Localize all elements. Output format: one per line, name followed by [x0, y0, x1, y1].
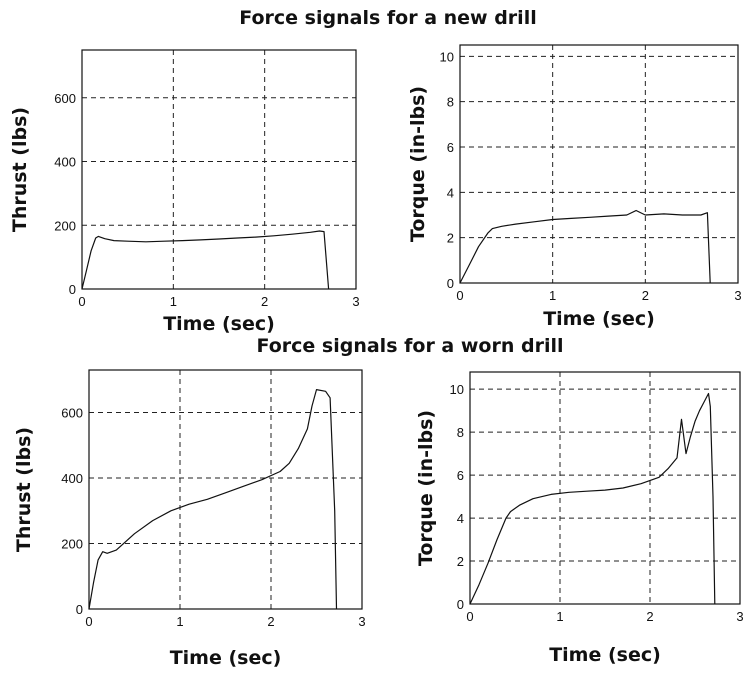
new-torque-plot-frame — [459, 44, 739, 284]
worn-thrust-x-tick-label: 2 — [267, 614, 274, 629]
new-torque-chart: 0 1 2 3 0 2 4 6 8 10 Time (sec) Torque (in-lbs) — [407, 44, 742, 330]
new-drill-section-title: Force signals for a new drill — [239, 7, 536, 29]
new-thrust-y-axis-title: Thrust (lbs) — [9, 107, 31, 232]
worn-thrust-x-tick-label: 1 — [176, 614, 183, 629]
new-torque-series-line-0 — [459, 209, 711, 284]
new-thrust-y-tick-label: 0 — [69, 282, 76, 297]
new-torque-y-tick-label: 6 — [447, 140, 454, 155]
worn-thrust-y-tick-label: 400 — [61, 471, 83, 486]
new-thrust-x-axis-title: Time (sec) — [163, 313, 275, 335]
worn-torque-x-tick-label: 3 — [736, 609, 743, 624]
new-torque-x-tick-label: 3 — [734, 288, 741, 303]
new-thrust-y-tick-label: 400 — [54, 155, 76, 170]
worn-torque-series-line-0 — [469, 392, 716, 605]
new-torque-y-tick-label: 4 — [447, 185, 454, 200]
new-torque-x-axis-title: Time (sec) — [543, 308, 655, 330]
new-thrust-x-tick-label: 3 — [352, 294, 359, 309]
new-torque-y-tick-label: 0 — [447, 276, 454, 291]
worn-torque-x-axis-title: Time (sec) — [549, 644, 661, 666]
worn-thrust-x-tick-label: 0 — [85, 614, 92, 629]
new-torque-y-tick-label: 10 — [440, 49, 454, 64]
new-torque-y-tick-label: 8 — [447, 95, 454, 110]
worn-drill-section-title: Force signals for a worn drill — [257, 335, 564, 357]
new-thrust-series-line-0 — [81, 230, 330, 290]
worn-torque-x-tick-label: 2 — [646, 609, 653, 624]
worn-torque-chart: 0 1 2 3 0 2 4 6 8 10 Time (sec) Torque (in-lbs) — [415, 371, 744, 666]
worn-thrust-chart: 0 1 2 3 0 200 400 600 Time (sec) Thrust (lbs) — [13, 369, 366, 669]
new-torque-x-tick-label: 0 — [456, 288, 463, 303]
new-thrust-x-tick-label: 1 — [170, 294, 177, 309]
new-thrust-chart: 0 1 2 3 0 200 400 600 Time (sec) Thrust (lbs) — [9, 49, 360, 335]
new-thrust-y-tick-label: 600 — [54, 91, 76, 106]
worn-torque-y-axis-title: Torque (in-lbs) — [415, 410, 437, 566]
worn-thrust-x-axis-title: Time (sec) — [170, 647, 282, 669]
worn-torque-x-tick-label: 1 — [556, 609, 563, 624]
new-torque-y-axis-title: Torque (in-lbs) — [407, 86, 429, 242]
worn-thrust-x-tick-label: 3 — [358, 614, 365, 629]
worn-torque-y-tick-label: 0 — [457, 597, 464, 612]
worn-thrust-y-tick-label: 200 — [61, 537, 83, 552]
worn-torque-y-tick-label: 8 — [457, 425, 464, 440]
worn-torque-plot-frame — [469, 371, 741, 605]
new-thrust-x-tick-label: 0 — [78, 294, 85, 309]
new-thrust-x-tick-label: 2 — [261, 294, 268, 309]
new-torque-x-tick-label: 2 — [642, 288, 649, 303]
worn-thrust-plot-frame — [88, 369, 363, 610]
worn-torque-x-tick-label: 0 — [466, 609, 473, 624]
new-thrust-y-tick-label: 200 — [54, 218, 76, 233]
worn-torque-y-tick-label: 4 — [457, 511, 464, 526]
worn-thrust-series-line-0 — [88, 389, 338, 610]
new-thrust-plot-frame — [81, 49, 357, 290]
new-torque-x-tick-label: 1 — [549, 288, 556, 303]
worn-torque-y-tick-label: 2 — [457, 554, 464, 569]
worn-thrust-y-tick-label: 600 — [61, 406, 83, 421]
new-torque-y-tick-label: 2 — [447, 231, 454, 246]
worn-torque-y-tick-label: 6 — [457, 468, 464, 483]
worn-torque-y-tick-label: 10 — [450, 382, 464, 397]
worn-thrust-y-axis-title: Thrust (lbs) — [13, 427, 35, 552]
worn-thrust-y-tick-label: 0 — [76, 602, 83, 617]
